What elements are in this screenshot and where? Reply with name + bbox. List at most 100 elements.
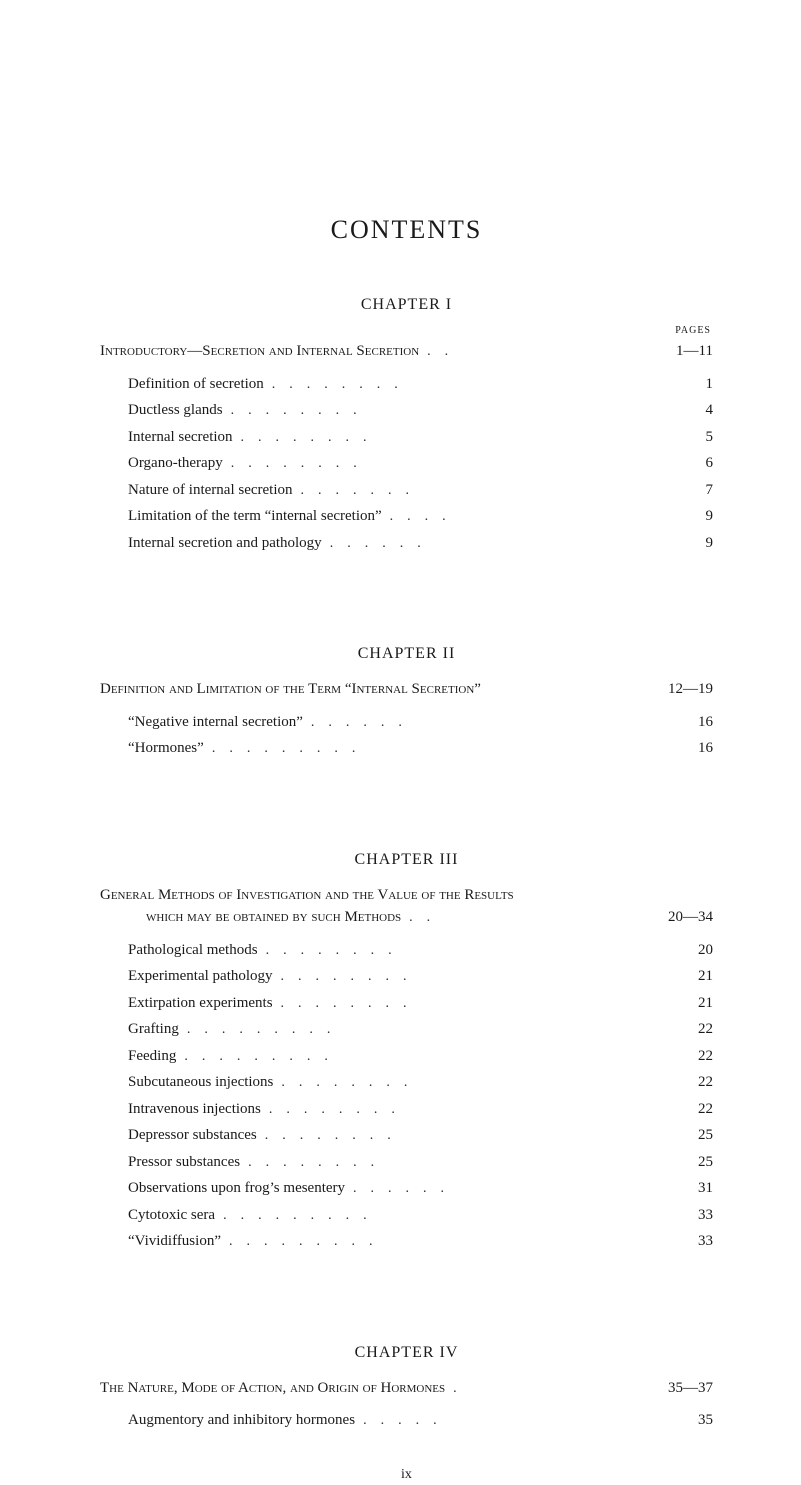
- entry-label: Augmentory and inhibitory hormones: [100, 1409, 355, 1432]
- entry-page: 6: [661, 452, 713, 475]
- entry-label: Experimental pathology: [100, 965, 273, 988]
- entry-page: 20: [661, 939, 713, 962]
- entry-page: 9: [661, 505, 713, 528]
- leader-dots: .....: [355, 1410, 661, 1431]
- entry-page: 25: [661, 1151, 713, 1174]
- toc-entry: Subcutaneous injections ........ 22: [100, 1071, 713, 1094]
- section-title: Definition and Limitation of the Term “I…: [100, 678, 481, 701]
- entry-label: Observations upon frog’s mesentery: [100, 1177, 345, 1200]
- toc-entry: Ductless glands ........ 4: [100, 399, 713, 422]
- leader-dots: ......: [322, 533, 661, 554]
- entry-page: 4: [661, 399, 713, 422]
- entry-page: 1: [661, 373, 713, 396]
- leader-dots: ......: [303, 712, 661, 733]
- entry-page: 16: [661, 737, 713, 760]
- toc-entry: Pathological methods ........ 20: [100, 939, 713, 962]
- entry-page: 7: [661, 479, 713, 502]
- leader-dots: .: [445, 1378, 661, 1399]
- leader-dots: ........: [261, 1099, 661, 1120]
- entry-page: 31: [661, 1177, 713, 1200]
- toc-entry: Experimental pathology ........ 21: [100, 965, 713, 988]
- leader-dots: ..: [401, 907, 661, 928]
- leader-dots: .........: [176, 1046, 661, 1067]
- leader-dots: .......: [293, 480, 661, 501]
- entry-page: 35: [661, 1409, 713, 1432]
- leader-dots: ........: [223, 400, 661, 421]
- section-line: The Nature, Mode of Action, and Origin o…: [100, 1377, 713, 1400]
- toc-entry: Intravenous injections ........ 22: [100, 1098, 713, 1121]
- chapter-heading: CHAPTER I: [100, 293, 713, 317]
- chapter-heading: CHAPTER IV: [100, 1341, 713, 1365]
- leader-dots: ........: [273, 966, 661, 987]
- leader-dots: .........: [221, 1231, 661, 1252]
- toc-entry: “Vividiffusion” ......... 33: [100, 1230, 713, 1253]
- entry-page: 33: [661, 1230, 713, 1253]
- toc-entry: Definition of secretion ........ 1: [100, 373, 713, 396]
- toc-entry: Internal secretion ........ 5: [100, 426, 713, 449]
- page-range: 20—34: [661, 906, 713, 929]
- contents-title: CONTENTS: [100, 210, 713, 249]
- entry-page: 22: [661, 1071, 713, 1094]
- entry-page: 22: [661, 1098, 713, 1121]
- section-title: The Nature, Mode of Action, and Origin o…: [100, 1377, 445, 1400]
- section-subtitle: which may be obtained by such Methods: [100, 906, 401, 929]
- page-range: 1—11: [661, 340, 713, 363]
- page-range: 35—37: [661, 1377, 713, 1400]
- leader-dots: ..: [419, 341, 661, 362]
- leader-dots: ........: [233, 427, 661, 448]
- toc-entry: “Negative internal secretion” ...... 16: [100, 711, 713, 734]
- toc-entry: Grafting ......... 22: [100, 1018, 713, 1041]
- section-title-line1: General Methods of Investigation and the…: [100, 884, 713, 907]
- entry-label: Pathological methods: [100, 939, 258, 962]
- leader-dots: ........: [257, 1125, 661, 1146]
- toc-entry: Organo-therapy ........ 6: [100, 452, 713, 475]
- entry-page: 21: [661, 992, 713, 1015]
- toc-entry: Pressor substances ........ 25: [100, 1151, 713, 1174]
- chapter-heading: CHAPTER III: [100, 848, 713, 872]
- entry-page: 21: [661, 965, 713, 988]
- entry-label: Feeding: [100, 1045, 176, 1068]
- entry-label: Limitation of the term “internal secreti…: [100, 505, 382, 528]
- entry-label: Definition of secretion: [100, 373, 264, 396]
- entry-label: Organo-therapy: [100, 452, 223, 475]
- leader-dots: ........: [264, 374, 661, 395]
- leader-dots: ........: [240, 1152, 661, 1173]
- section-title: Introductory—Secretion and Internal Secr…: [100, 340, 419, 363]
- toc-entry: Feeding ......... 22: [100, 1045, 713, 1068]
- page-footer-number: ix: [100, 1464, 713, 1485]
- leader-dots: ........: [273, 993, 661, 1014]
- toc-entry: Nature of internal secretion ....... 7: [100, 479, 713, 502]
- entry-label: Ductless glands: [100, 399, 223, 422]
- toc-entry: Observations upon frog’s mesentery .....…: [100, 1177, 713, 1200]
- entry-label: Extirpation experiments: [100, 992, 273, 1015]
- toc-entry: Internal secretion and pathology ...... …: [100, 532, 713, 555]
- section-line: Introductory—Secretion and Internal Secr…: [100, 340, 713, 363]
- entry-label: Intravenous injections: [100, 1098, 261, 1121]
- leader-dots: ........: [258, 940, 661, 961]
- leader-dots: ........: [273, 1072, 661, 1093]
- leader-dots: ....: [382, 506, 661, 527]
- entry-label: Depressor substances: [100, 1124, 257, 1147]
- entry-label: Subcutaneous injections: [100, 1071, 273, 1094]
- toc-entry: “Hormones” ......... 16: [100, 737, 713, 760]
- section-line: which may be obtained by such Methods ..…: [100, 906, 713, 929]
- entry-label: Grafting: [100, 1018, 179, 1041]
- entry-label: Internal secretion and pathology: [100, 532, 322, 555]
- entry-label: Pressor substances: [100, 1151, 240, 1174]
- leader-dots: ......: [345, 1178, 661, 1199]
- toc-entry: Depressor substances ........ 25: [100, 1124, 713, 1147]
- entry-page: 25: [661, 1124, 713, 1147]
- leader-dots: ........: [223, 453, 661, 474]
- leader-dots: .........: [204, 738, 661, 759]
- entry-page: 22: [661, 1018, 713, 1041]
- entry-label: Cytotoxic sera: [100, 1204, 215, 1227]
- toc-entry: Limitation of the term “internal secreti…: [100, 505, 713, 528]
- leader-dots: .........: [179, 1019, 661, 1040]
- toc-entry: Extirpation experiments ........ 21: [100, 992, 713, 1015]
- entry-label: “Hormones”: [100, 737, 204, 760]
- entry-page: 22: [661, 1045, 713, 1068]
- section-title: General Methods of Investigation and the…: [100, 887, 514, 903]
- entry-label: Internal secretion: [100, 426, 233, 449]
- pages-label: PAGES: [100, 323, 713, 338]
- entry-label: “Negative internal secretion”: [100, 711, 303, 734]
